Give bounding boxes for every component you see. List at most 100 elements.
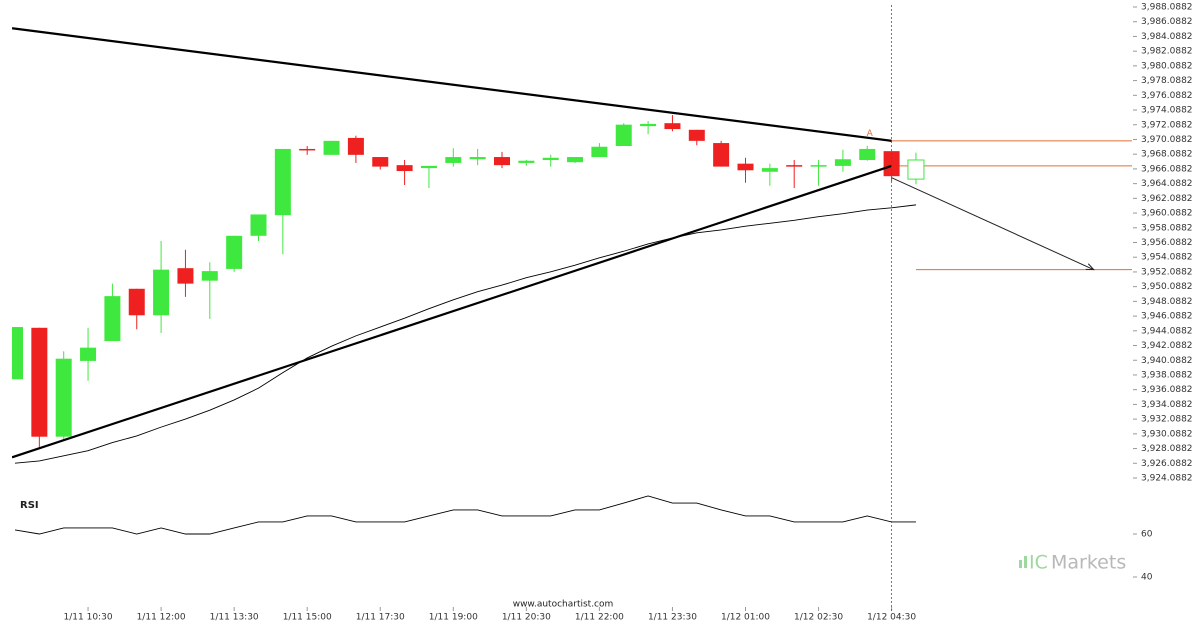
- y-tick-label: 3,974.0882: [1141, 106, 1193, 116]
- x-tick-label: 1/11 19:00: [429, 613, 478, 623]
- candle-body: [55, 358, 72, 437]
- y-tick-label: 3,988.0882: [1141, 3, 1193, 13]
- candle-body: [688, 129, 705, 141]
- y-tick-label: 3,962.0882: [1141, 194, 1193, 204]
- x-tick-label: 1/11 23:30: [648, 613, 697, 623]
- brand-logo: IC Markets: [1019, 552, 1126, 574]
- plot: A: [12, 27, 1132, 535]
- x-tick-label: 1/11 17:30: [356, 613, 405, 623]
- candle-body: [737, 163, 754, 171]
- candle-body: [883, 151, 900, 177]
- x-tick-label: 1/12 01:00: [721, 613, 770, 623]
- y-tick-label: 3,940.0882: [1141, 356, 1193, 366]
- candle-body: [834, 159, 851, 166]
- candle-body: [153, 269, 170, 316]
- brand-name: Markets: [1051, 552, 1126, 574]
- moving-average: [14, 204, 917, 464]
- y-tick-label: 3,938.0882: [1141, 370, 1193, 380]
- rsi-title: RSI: [20, 500, 39, 511]
- y-tick-label: 3,984.0882: [1141, 32, 1193, 42]
- candle-body: [31, 327, 48, 437]
- candle-body: [274, 148, 291, 216]
- forecast-arrow: [891, 177, 1094, 271]
- x-tick-label: 1/11 12:00: [137, 613, 186, 623]
- candle-body: [907, 159, 925, 180]
- candle-body: [542, 157, 559, 160]
- y-tick-label: 3,972.0882: [1141, 120, 1193, 130]
- y-tick-label: 3,956.0882: [1141, 238, 1193, 248]
- candle-body: [494, 157, 510, 166]
- y-tick-label: 3,928.0882: [1141, 444, 1193, 454]
- y-tick-label: 3,978.0882: [1141, 76, 1193, 86]
- rsi-tick-label: 40: [1141, 573, 1153, 583]
- y-tick-label: 3,946.0882: [1141, 312, 1193, 322]
- y-tick-label: 3,954.0882: [1141, 253, 1193, 263]
- y-tick-label: 3,958.0882: [1141, 223, 1193, 233]
- trendline: [12, 164, 892, 459]
- rsi-line: [14, 495, 916, 535]
- candle-body: [469, 157, 486, 160]
- y-tick-label: 3,976.0882: [1141, 91, 1193, 101]
- x-tick-label: 1/11 20:30: [502, 613, 551, 623]
- candle-body: [226, 235, 243, 269]
- candle-body: [664, 123, 681, 130]
- pattern-annotation: A: [867, 129, 874, 139]
- rsi-tick-label: 60: [1141, 530, 1153, 540]
- candle-body: [761, 168, 778, 172]
- candle-body: [640, 123, 657, 127]
- candle-body: [323, 140, 340, 155]
- y-tick-label: 3,952.0882: [1141, 267, 1193, 277]
- y-tick-label: 3,982.0882: [1141, 47, 1193, 57]
- watermark: www.autochartist.com: [513, 600, 614, 610]
- y-tick-label: 3,964.0882: [1141, 179, 1193, 189]
- candle-body: [615, 124, 632, 147]
- y-tick-label: 3,950.0882: [1141, 282, 1193, 292]
- brand-mark: IC: [1029, 552, 1048, 574]
- y-tick-label: 3,968.0882: [1141, 150, 1193, 160]
- candle-body: [445, 157, 462, 163]
- candle-body: [518, 160, 535, 163]
- y-tick-label: 3,948.0882: [1141, 297, 1193, 307]
- candle-body: [420, 165, 437, 169]
- y-tick-label: 3,960.0882: [1141, 209, 1193, 219]
- logo-bar: [1024, 556, 1027, 568]
- y-tick-label: 3,980.0882: [1141, 61, 1193, 71]
- y-tick-label: 3,924.0882: [1141, 474, 1193, 484]
- x-tick-label: 1/11 13:30: [210, 613, 259, 623]
- candle-body: [177, 268, 194, 284]
- y-tick-label: 3,970.0882: [1141, 135, 1193, 145]
- candle-body: [713, 143, 730, 167]
- y-tick-label: 3,932.0882: [1141, 415, 1193, 425]
- y-tick-label: 3,986.0882: [1141, 17, 1193, 27]
- candle-body: [810, 165, 827, 167]
- candle-body: [347, 137, 364, 155]
- candle-body: [250, 214, 267, 236]
- x-tick-label: 1/12 02:30: [794, 613, 843, 623]
- candle-body: [567, 157, 584, 163]
- candle-body: [372, 157, 389, 167]
- x-tick-label: 1/11 10:30: [64, 613, 113, 623]
- candle-body: [786, 165, 803, 167]
- candle-body: [299, 148, 316, 151]
- y-tick-label: 3,942.0882: [1141, 341, 1193, 351]
- candle-body: [104, 296, 121, 342]
- x-tick-label: 1/11 15:00: [283, 613, 332, 623]
- candle-body: [859, 148, 876, 160]
- logo-bar: [1019, 560, 1022, 568]
- candle-body: [12, 327, 23, 380]
- y-tick-label: 3,934.0882: [1141, 400, 1193, 410]
- y-tick-label: 3,930.0882: [1141, 429, 1193, 439]
- x-tick-label: 1/12 04:30: [867, 613, 916, 623]
- candle-body: [128, 288, 145, 316]
- candle-body: [80, 347, 97, 361]
- y-tick-label: 3,936.0882: [1141, 385, 1193, 395]
- x-tick-label: 1/11 22:00: [575, 613, 624, 623]
- trendline: [12, 27, 892, 142]
- y-tick-label: 3,966.0882: [1141, 164, 1193, 174]
- candle-body: [396, 165, 413, 172]
- y-tick-label: 3,926.0882: [1141, 459, 1193, 469]
- candle-body: [591, 146, 608, 158]
